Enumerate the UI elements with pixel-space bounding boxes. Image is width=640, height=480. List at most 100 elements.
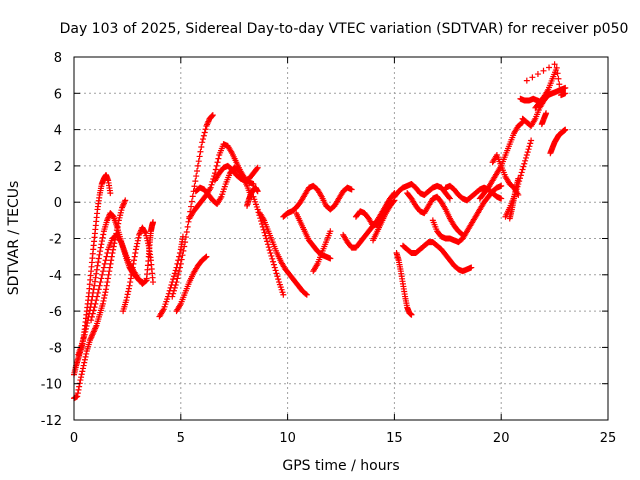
data-point-t4 <box>100 268 107 275</box>
data-point-t2 <box>106 268 113 275</box>
data-point-t8 <box>196 153 203 160</box>
data-point-t14 <box>270 261 277 268</box>
data-point-t5 <box>123 294 130 301</box>
data-point-t14 <box>264 238 271 245</box>
data-point-t14 <box>265 244 272 251</box>
data-point-t18 <box>327 228 334 235</box>
data-point-t36 <box>543 110 550 117</box>
data-point-t4 <box>95 286 102 293</box>
data-point-t10 <box>250 181 257 188</box>
data-point-t9 <box>202 254 209 261</box>
data-point-t6 <box>150 219 157 226</box>
data-point-t3 <box>95 255 102 262</box>
data-point-t8 <box>195 158 202 165</box>
data-point-t14 <box>272 267 279 274</box>
data-point-t2 <box>81 359 88 366</box>
data-point-t2 <box>78 371 85 378</box>
data-point-t17 <box>327 255 334 262</box>
x-axis-title: GPS time / hours <box>282 458 399 474</box>
data-point-t37 <box>534 71 541 78</box>
data-point-t5 <box>126 282 133 289</box>
data-point-t7 <box>175 257 182 264</box>
data-point-t14 <box>254 206 261 213</box>
data-point-t37 <box>523 77 530 84</box>
data-point-t14 <box>261 229 268 236</box>
data-point-t30 <box>526 143 533 150</box>
data-point-t14 <box>264 241 271 248</box>
data-point-t3 <box>98 241 105 248</box>
data-point-t8 <box>176 268 183 275</box>
grid-layer <box>74 57 608 420</box>
data-point-t4 <box>100 264 107 271</box>
data-point-t5 <box>131 257 138 264</box>
data-point-t16 <box>348 186 355 193</box>
data-point-t2 <box>83 350 90 357</box>
data-point-t9 <box>203 253 210 260</box>
data-point-t15 <box>302 291 309 298</box>
data-point-t30 <box>528 137 535 144</box>
y-tick-label: -2 <box>49 233 62 248</box>
data-point-t30 <box>524 149 531 156</box>
data-point-t31 <box>515 175 522 182</box>
data-point-t3 <box>95 259 102 266</box>
y-tick-label: -8 <box>49 341 62 356</box>
data-point-t22 <box>446 195 453 202</box>
data-point-t10 <box>215 155 222 162</box>
data-point-t3 <box>83 322 90 329</box>
data-point-t37 <box>546 64 553 71</box>
data-point-t3 <box>93 270 100 277</box>
data-point-t34 <box>555 75 562 82</box>
data-point-t8 <box>176 264 183 271</box>
data-point-t14 <box>267 250 274 257</box>
data-point-t8 <box>170 290 177 297</box>
data-point-t3 <box>82 325 89 332</box>
data-point-t5 <box>131 253 138 260</box>
data-point-t7 <box>170 276 177 283</box>
data-point-t34 <box>557 86 564 93</box>
data-point-t7 <box>170 273 177 280</box>
data-point-t3 <box>81 331 88 338</box>
data-point-t3 <box>98 238 105 245</box>
data-point-t8 <box>177 260 184 267</box>
data-point-t34 <box>556 81 563 88</box>
data-point-t26 <box>498 182 505 189</box>
data-point-t8 <box>209 112 216 119</box>
y-tick-label: 0 <box>54 196 62 211</box>
data-point-t34 <box>553 64 560 71</box>
data-point-t2 <box>105 271 112 278</box>
data-point-t29 <box>515 191 522 198</box>
data-point-t8 <box>191 183 198 190</box>
data-point-t30 <box>517 172 524 179</box>
data-point-t8 <box>178 256 185 263</box>
data-point-t3 <box>99 234 106 241</box>
data-point-t10 <box>212 166 219 173</box>
data-point-t8 <box>189 193 196 200</box>
data-point-t2 <box>103 286 110 293</box>
data-point-t4 <box>99 271 106 278</box>
y-tick-label: 6 <box>54 87 62 102</box>
data-point-t30 <box>525 146 532 153</box>
data-point-t30 <box>520 163 527 170</box>
data-point-t8 <box>175 271 182 278</box>
data-point-t5 <box>134 237 141 244</box>
data-point-t8 <box>179 252 186 259</box>
x-tick-label: 5 <box>177 431 185 446</box>
data-point-t2 <box>104 279 111 286</box>
data-point-t8 <box>193 173 200 180</box>
data-point-t2 <box>75 386 82 393</box>
data-point-t8 <box>183 228 190 235</box>
data-point-t2 <box>76 383 83 390</box>
data-point-t7 <box>172 267 179 274</box>
data-point-t14 <box>260 226 267 233</box>
chart-title: Day 103 of 2025, Sidereal Day-to-day VTE… <box>60 21 629 37</box>
data-point-t8 <box>194 167 201 174</box>
data-point-t4 <box>91 304 98 311</box>
data-point-t8 <box>200 132 207 139</box>
data-point-t2 <box>79 368 86 375</box>
data-point-t2 <box>74 390 81 397</box>
data-point-t5 <box>123 297 130 304</box>
data-point-t2 <box>106 264 113 271</box>
data-point-t3 <box>97 244 104 251</box>
data-point-t8 <box>200 136 207 143</box>
